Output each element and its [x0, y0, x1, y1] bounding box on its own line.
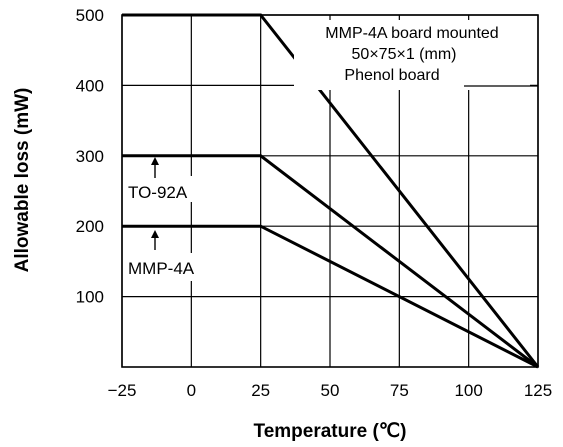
y-tick-label: 300: [76, 147, 104, 166]
y-tick-label: 200: [76, 217, 104, 236]
y-tick-label: 400: [76, 76, 104, 95]
annotation-board-line3: Phenol board: [344, 67, 439, 84]
y-tick-labels: 100 200 300 400 500: [76, 6, 104, 307]
series-line-2: [122, 224, 539, 369]
to92a-label-background: [124, 176, 202, 202]
series-line-1: [122, 154, 539, 369]
y-tick-label: 100: [76, 288, 104, 307]
annotation-board-line1: MMP-4A board mounted: [325, 25, 498, 42]
to92a-arrow-head-icon: [151, 157, 159, 165]
x-tick-label: 75: [390, 381, 409, 400]
x-tick-label: 0: [187, 381, 196, 400]
x-tick-label: 25: [251, 381, 270, 400]
y-axis-title: Allowable loss (mW): [12, 88, 33, 273]
mmp4a-label: MMP-4A: [128, 259, 195, 278]
series-lines: [122, 13, 540, 369]
mmp4a-label-background: [124, 253, 206, 281]
series-line-0: [122, 13, 540, 368]
x-tick-label: 100: [454, 381, 482, 400]
plot-frame: [121, 14, 539, 368]
to92a-label: TO-92A: [128, 183, 188, 202]
x-tick-labels: −25 0 25 50 75 100 125: [108, 381, 553, 400]
x-axis-title: Temperature (℃): [254, 421, 407, 442]
annotation-background: [294, 20, 530, 90]
x-tick-label: −25: [108, 381, 137, 400]
x-tick-label: 50: [321, 381, 340, 400]
mmp4a-arrow-head-icon: [151, 230, 159, 238]
annotation-board-line2: 50×75×1 (mm): [352, 46, 457, 63]
y-tick-label: 500: [76, 6, 104, 25]
x-tick-label: 125: [524, 381, 552, 400]
